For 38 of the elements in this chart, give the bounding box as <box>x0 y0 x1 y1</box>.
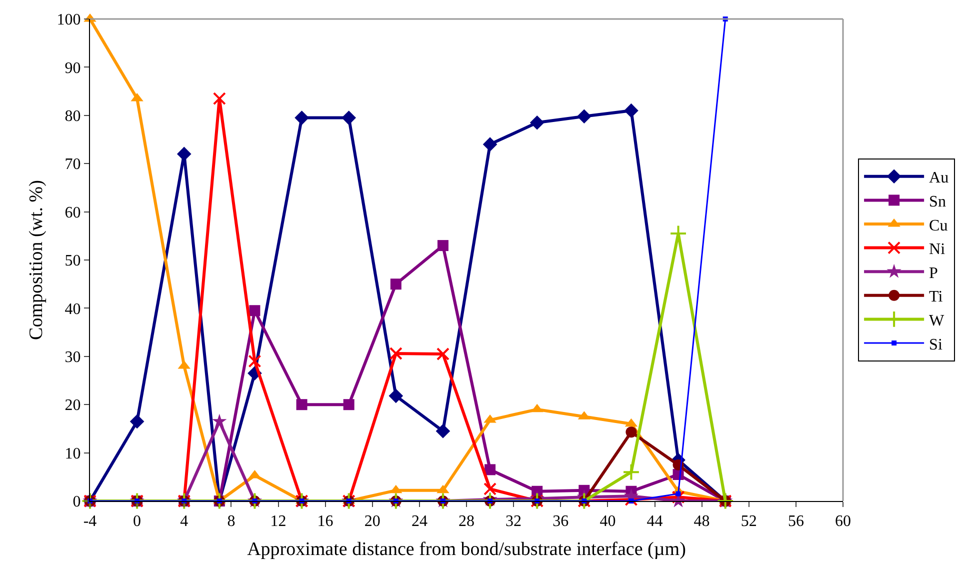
x-tick-label: 0 <box>133 513 142 530</box>
x-tick-label: 60 <box>835 513 851 530</box>
x-tick-label: 12 <box>270 513 286 530</box>
y-tick-label: 70 <box>64 156 81 174</box>
x-tick-label: 48 <box>694 513 710 530</box>
x-tick-label: 44 <box>646 513 663 530</box>
legend-label: Ti <box>929 288 944 306</box>
legend-label: Sn <box>929 193 946 210</box>
y-tick-label: 60 <box>64 204 81 222</box>
legend-label: Au <box>929 170 949 187</box>
x-tick-label: 16 <box>317 513 334 530</box>
x-tick-label: 40 <box>600 513 616 530</box>
x-axis-title: Approximate distance from bond/substrate interface (µm) <box>247 539 686 560</box>
x-tick-label: 20 <box>364 513 380 530</box>
x-tick-label: 24 <box>411 513 428 530</box>
y-tick-label: 30 <box>64 349 81 366</box>
legend-label: W <box>929 312 946 330</box>
y-tick-label: 50 <box>64 252 81 270</box>
y-tick-label: 0 <box>72 494 81 511</box>
x-tick-label: 52 <box>740 513 757 530</box>
x-tick-label: 8 <box>227 513 236 530</box>
y-tick-label: 80 <box>64 108 81 125</box>
x-tick-label: 36 <box>552 513 569 530</box>
y-tick-label: 20 <box>64 397 81 414</box>
x-tick-label: -4 <box>83 513 97 530</box>
legend-label: P <box>929 264 938 282</box>
x-tick-label: 32 <box>506 513 522 530</box>
y-tick-label: 10 <box>64 445 81 462</box>
y-tick-label: 90 <box>64 60 81 77</box>
legend-label: Ni <box>929 241 946 258</box>
x-tick-label: 28 <box>458 513 474 530</box>
y-tick-label: 100 <box>56 12 81 29</box>
y-tick-label: 40 <box>64 300 81 318</box>
legend-label: Si <box>929 336 943 354</box>
y-axis-title: Composition (wt. %) <box>26 180 47 340</box>
legend-label: Cu <box>929 217 948 234</box>
x-tick-label: 4 <box>180 513 188 530</box>
x-tick-label: 56 <box>788 513 804 530</box>
